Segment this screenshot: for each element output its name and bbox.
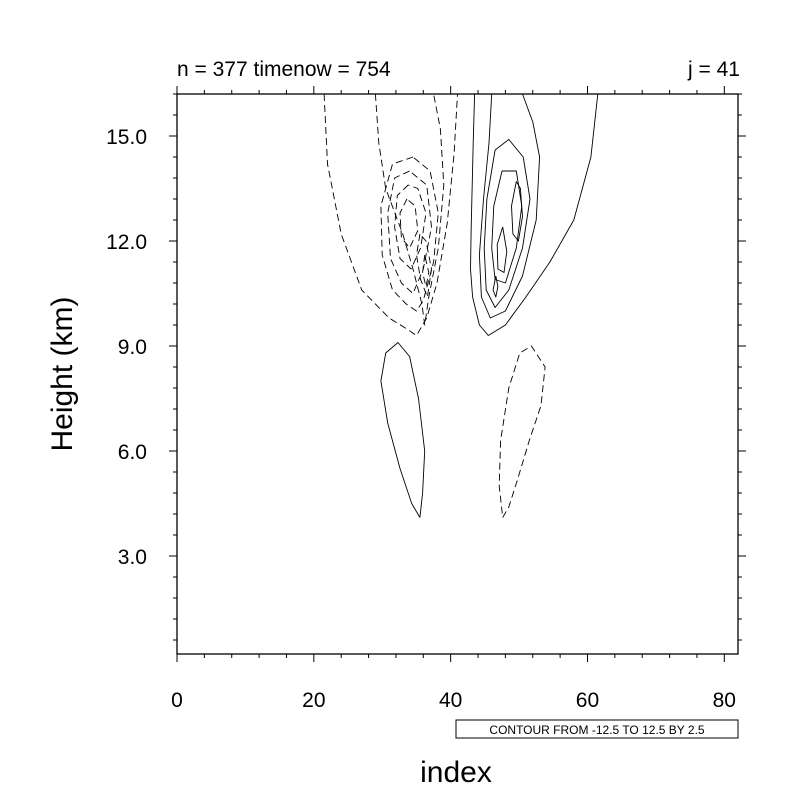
x-tick-label: 0 xyxy=(171,689,183,712)
contour-line-positive xyxy=(511,181,523,242)
contour-line-positive xyxy=(470,93,599,336)
contour-line-positive xyxy=(491,170,523,284)
x-tick-label: 40 xyxy=(439,689,462,712)
contour-line-negative xyxy=(416,233,432,298)
contour-line-positive xyxy=(483,139,531,308)
contour-line-negative xyxy=(380,156,439,312)
contour-line-negative xyxy=(498,345,546,518)
contour-line-negative xyxy=(323,93,458,336)
contour-line-positive xyxy=(380,342,426,518)
x-tick-label: 60 xyxy=(576,689,599,712)
contour-line-positive xyxy=(478,93,541,319)
contour-line-negative xyxy=(422,254,430,287)
x-tick-label: 80 xyxy=(713,689,736,712)
contour-line-positive xyxy=(492,275,499,298)
contour-lines xyxy=(323,93,599,518)
y-axis-label: Height (km) xyxy=(46,296,79,451)
contour-info-box xyxy=(455,719,739,739)
contour-info-text: CONTOUR FROM -12.5 TO 12.5 BY 2.5 xyxy=(489,723,705,737)
right-title: j = 41 xyxy=(687,58,740,81)
x-tick-label: 20 xyxy=(302,689,325,712)
contour-line-negative xyxy=(387,170,432,294)
y-tick-label: 15.0 xyxy=(106,126,147,149)
y-tick-label: 6.0 xyxy=(118,441,147,464)
y-tick-label: 3.0 xyxy=(118,546,147,569)
axis-ticks: 0 20 40 60 80 3.0 6.0 9.0 12.0 15.0 xyxy=(106,86,746,712)
contour-line-negative xyxy=(374,93,445,326)
y-tick-label: 9.0 xyxy=(118,336,147,359)
x-axis-label: index xyxy=(420,756,492,789)
contour-line-negative xyxy=(399,198,419,249)
left-title: n = 377 timenow = 754 xyxy=(177,58,391,81)
contour-line-negative xyxy=(394,184,427,270)
contour-line-positive xyxy=(496,226,508,273)
plot-frame xyxy=(176,93,739,655)
y-tick-label: 12.0 xyxy=(106,231,147,254)
